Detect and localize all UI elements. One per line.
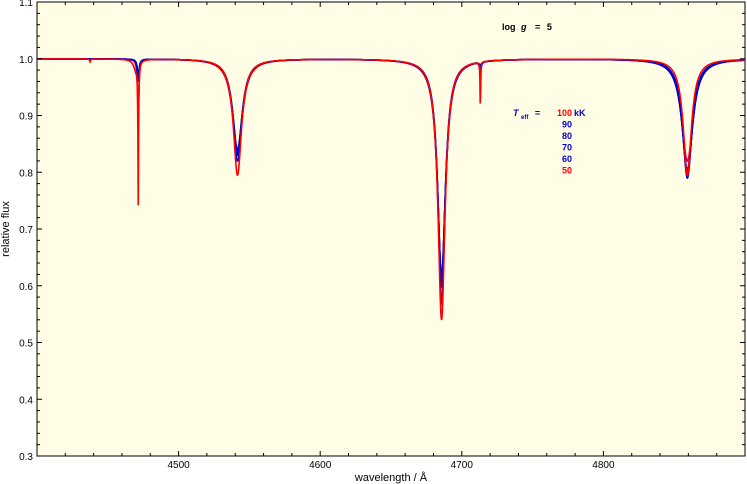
legend-entry-50: 50 (562, 166, 572, 176)
y-tick-label: 0.3 (19, 452, 33, 463)
y-axis: 0.3 0.4 0.5 0.6 0.7 0.8 0.9 1.0 1.1 (19, 0, 745, 463)
series-line-100 (37, 58, 746, 321)
legend-entry-90: 90 (562, 120, 572, 130)
x-tick-label: 4500 (167, 460, 190, 471)
legend-entry-100: 100 (557, 108, 572, 118)
y-tick-label: 0.5 (19, 339, 33, 350)
spectrum-curves (37, 58, 746, 321)
y-tick-label: 0.8 (19, 168, 33, 179)
legend-entry-70: 70 (562, 143, 572, 153)
plot-area (36, 1, 746, 457)
x-tick-label: 4800 (592, 460, 615, 471)
y-tick-label: 0.4 (19, 395, 33, 406)
y-tick-label: 0.7 (19, 225, 33, 236)
teff-symbol: T (513, 108, 520, 118)
y-tick-label: 0.9 (19, 112, 33, 123)
teff-annotation: T eff = (513, 108, 540, 121)
x-tick-label: 4700 (451, 460, 474, 471)
y-tick-label: 0.6 (19, 282, 33, 293)
y-axis-title: relative flux (0, 201, 12, 257)
legend-entry-60: 60 (562, 154, 572, 164)
y-tick-label: 1.0 (19, 55, 33, 66)
teff-equals: = (535, 108, 540, 118)
x-axis-title: wavelength / Å (354, 471, 428, 484)
y-tick-label: 1.1 (19, 0, 33, 9)
x-axis: 4500 4600 4700 4800 (64, 2, 718, 471)
legend-unit: kK (574, 108, 586, 118)
logg-value: 5 (547, 22, 552, 32)
logg-equals: = (535, 22, 540, 32)
logg-prefix: log (502, 22, 516, 32)
x-tick-label: 4600 (309, 460, 332, 471)
legend-entry-80: 80 (562, 131, 572, 141)
teff-subscript: eff (521, 115, 529, 121)
logg-annotation: log g = 5 (502, 22, 552, 32)
logg-symbol: g (520, 22, 527, 32)
